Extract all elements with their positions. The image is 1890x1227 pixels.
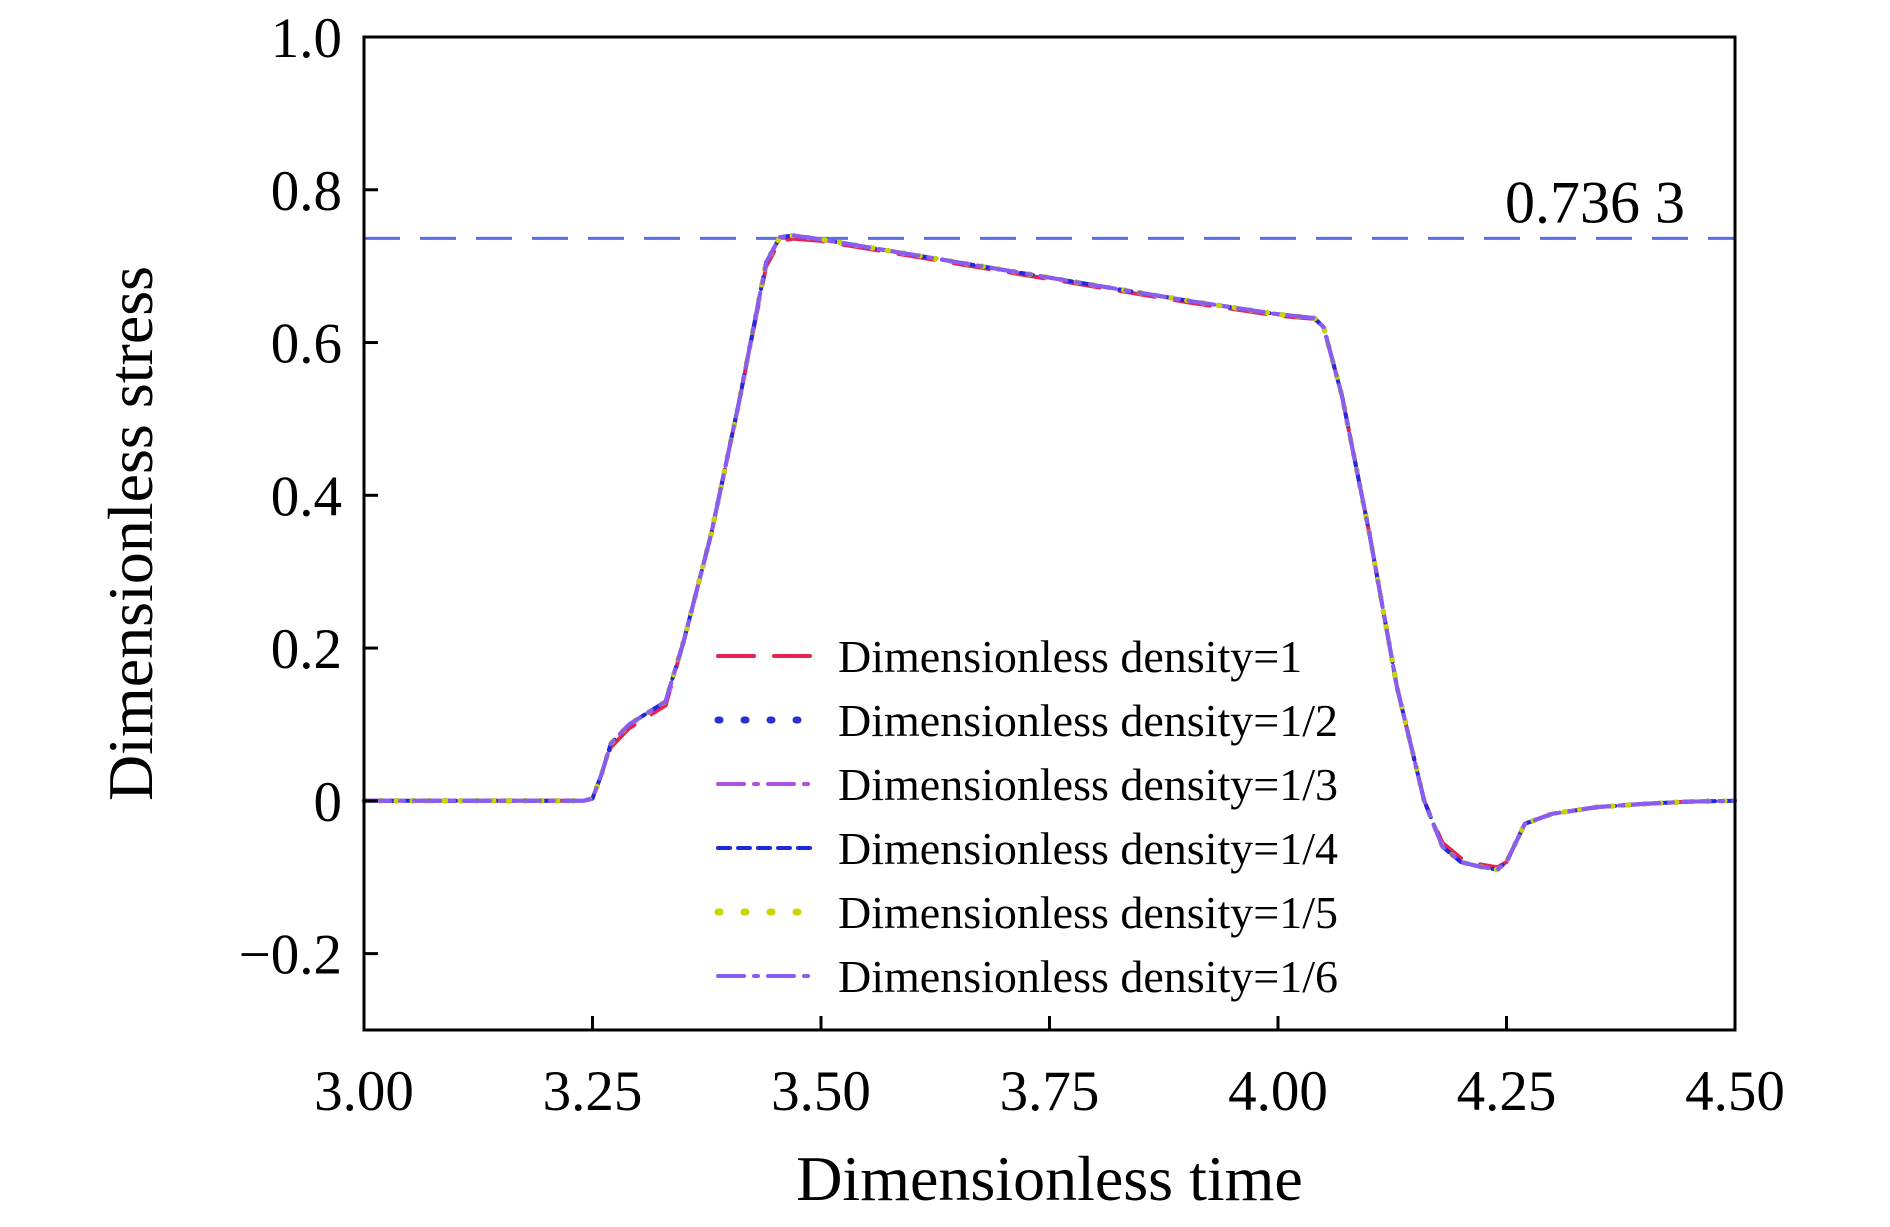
y-tick-label: 0.2 — [271, 618, 342, 681]
legend-label: Dimensionless density=1/4 — [838, 823, 1338, 874]
y-tick-label: 1.0 — [271, 7, 342, 70]
y-axis-ticks: −0.2 0 0.2 0.4 0.6 0.8 1.0 — [239, 7, 378, 987]
x-tick-label: 3.00 — [314, 1060, 414, 1123]
x-tick-label: 4.00 — [1228, 1060, 1328, 1123]
y-axis-title: Dimensionless stress — [95, 266, 166, 801]
y-tick-label: 0 — [314, 771, 343, 834]
legend-label: Dimensionless density=1 — [838, 631, 1302, 682]
legend-label: Dimensionless density=1/5 — [838, 887, 1338, 938]
legend-label: Dimensionless density=1/3 — [838, 759, 1338, 810]
x-tick-label: 3.75 — [1000, 1060, 1100, 1123]
y-tick-label: −0.2 — [239, 924, 342, 987]
series-line-6 — [362, 233, 1737, 872]
x-tick-label: 3.25 — [543, 1060, 643, 1123]
reference-line-label: 0.736 3 — [1505, 169, 1685, 235]
legend-label: Dimensionless density=1/2 — [838, 695, 1338, 746]
y-tick-label: 0.4 — [271, 465, 342, 528]
x-tick-label: 4.50 — [1685, 1060, 1785, 1123]
x-axis-title: Dimensionless time — [796, 1143, 1303, 1214]
y-tick-label: 0.6 — [271, 313, 342, 376]
x-axis-ticks: 3.00 3.25 3.50 3.75 4.00 4.25 4.50 — [314, 1016, 1785, 1123]
x-tick-label: 3.50 — [771, 1060, 871, 1123]
x-tick-label: 4.25 — [1457, 1060, 1557, 1123]
series-group — [361, 233, 1738, 873]
legend-label: Dimensionless density=1/6 — [838, 951, 1338, 1002]
y-tick-label: 0.8 — [271, 160, 342, 223]
series-line-4 — [362, 233, 1737, 872]
legend: Dimensionless density=1 Dimensionless den… — [714, 631, 1338, 1002]
